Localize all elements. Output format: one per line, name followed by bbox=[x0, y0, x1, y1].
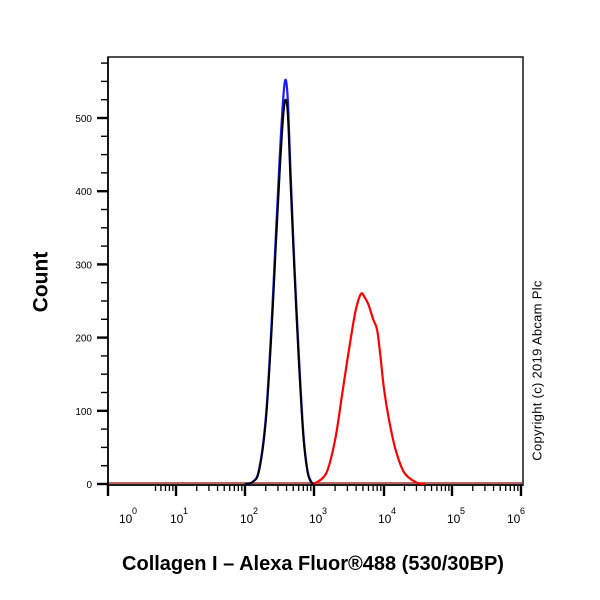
y-tick-label: 300 bbox=[75, 260, 92, 271]
x-tick-label: 102 bbox=[240, 506, 258, 526]
svg-text:10: 10 bbox=[119, 512, 133, 526]
svg-text:10: 10 bbox=[309, 512, 323, 526]
svg-text:4: 4 bbox=[391, 506, 396, 516]
collagen-stained-curve bbox=[313, 292, 426, 486]
svg-text:10: 10 bbox=[378, 512, 392, 526]
y-tick-label: 0 bbox=[86, 480, 92, 491]
y-tick-label: 200 bbox=[75, 334, 92, 345]
y-axis: 0 100 200 300 400 500 bbox=[75, 57, 109, 491]
y-tick-label: 100 bbox=[75, 407, 92, 418]
x-tick-label: 103 bbox=[309, 506, 327, 526]
y-tick-label: 400 bbox=[75, 187, 92, 198]
svg-text:10: 10 bbox=[240, 512, 254, 526]
plot-frame bbox=[107, 56, 524, 486]
y-axis-title-text: Count bbox=[29, 251, 52, 313]
y-axis-title: Count bbox=[16, 232, 66, 332]
svg-text:5: 5 bbox=[460, 506, 465, 516]
x-axis-title: Collagen I – Alexa Fluor®488 (530/30BP) bbox=[122, 553, 504, 575]
x-tick-label: 106 bbox=[507, 506, 525, 526]
x-tick-label: 105 bbox=[447, 506, 465, 526]
copyright-annotation: Copyright (c) 2019 Abcam Plc bbox=[527, 250, 547, 490]
x-tick-label: 104 bbox=[378, 506, 396, 526]
svg-text:0: 0 bbox=[132, 506, 137, 516]
copyright-text: Copyright (c) 2019 Abcam Plc bbox=[529, 279, 545, 461]
svg-text:10: 10 bbox=[447, 512, 461, 526]
svg-text:3: 3 bbox=[322, 506, 327, 516]
svg-text:1: 1 bbox=[183, 506, 188, 516]
svg-text:6: 6 bbox=[520, 506, 525, 516]
svg-text:2: 2 bbox=[253, 506, 258, 516]
svg-text:10: 10 bbox=[507, 512, 521, 526]
y-tick-label: 500 bbox=[75, 114, 92, 125]
x-tick-label: 100 bbox=[119, 506, 137, 526]
svg-text:10: 10 bbox=[170, 512, 184, 526]
isotype-control-curve bbox=[244, 98, 315, 485]
series-layer bbox=[109, 78, 522, 486]
x-tick-label: 101 bbox=[170, 506, 188, 526]
